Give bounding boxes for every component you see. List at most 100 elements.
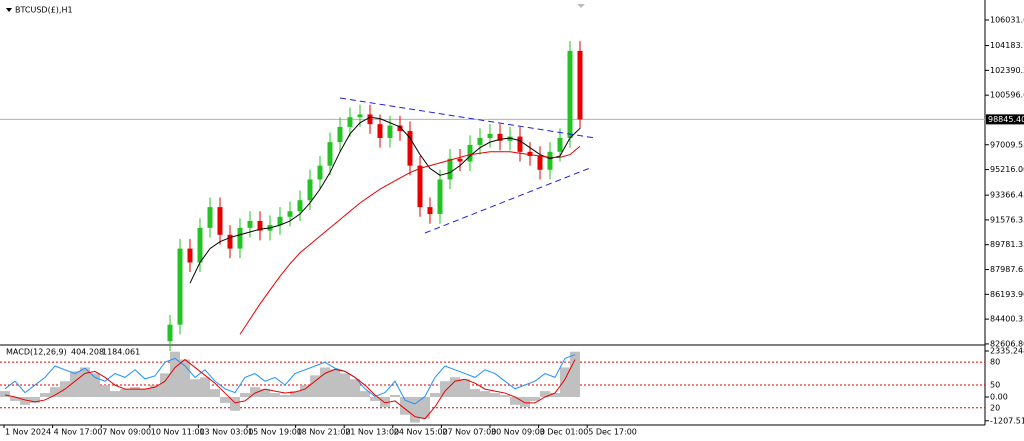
- x-tick-label: 3 Dec 01:00: [540, 428, 589, 437]
- signal-current: 1184.061: [102, 348, 140, 357]
- histogram-bar: [440, 381, 450, 397]
- candle-body: [257, 220, 263, 231]
- x-tick-label: 10 Nov 11:00: [151, 428, 205, 437]
- histogram-bar: [110, 391, 120, 397]
- candle-body: [327, 142, 333, 166]
- x-tick-label: 4 Nov 17:00: [54, 428, 103, 437]
- histogram-bar: [250, 387, 260, 397]
- signal-line: [4, 358, 576, 420]
- x-tick-label: 21 Nov 13:00: [345, 428, 399, 437]
- histogram-bar: [350, 379, 360, 397]
- histogram-bar: [100, 385, 110, 397]
- histogram-bar: [280, 395, 290, 397]
- candle-body: [577, 50, 583, 120]
- histogram-bar: [550, 393, 560, 397]
- oscillator-line: [4, 354, 576, 405]
- histogram-bar: [570, 351, 580, 397]
- indicator-label: MACD(12,26,9): [6, 348, 67, 357]
- histogram-bar: [300, 385, 310, 397]
- histogram-bar: [130, 387, 140, 397]
- candle-body: [317, 165, 323, 180]
- candle-body: [167, 324, 173, 342]
- x-tick-label: 15 Nov 19:00: [248, 428, 302, 437]
- candle-body: [457, 158, 463, 162]
- candle-body: [507, 136, 513, 141]
- y-tick-label: 91576.35: [990, 215, 1024, 224]
- histogram-bar: [20, 396, 30, 405]
- candle-body: [247, 220, 253, 228]
- y-tick-label: 82606.80: [990, 339, 1024, 348]
- histogram-bar: [170, 351, 180, 397]
- histogram-bar: [210, 389, 220, 397]
- histogram-bar: [560, 367, 570, 397]
- candle-body: [497, 133, 503, 141]
- histogram-bar: [220, 396, 230, 403]
- histogram-bar: [150, 385, 160, 397]
- x-tick-label: 13 Nov 03:00: [199, 428, 253, 437]
- candle-body: [557, 137, 563, 152]
- x-tick-label: 5 Dec 17:00: [588, 428, 637, 437]
- macd-tick-label: 2335.248: [990, 347, 1024, 356]
- candle-body: [487, 133, 493, 138]
- histogram-bar: [120, 389, 130, 397]
- histogram-bar: [510, 396, 520, 405]
- histogram-bar: [180, 359, 190, 397]
- scroll-marker: [577, 4, 585, 8]
- candle-body: [377, 124, 383, 138]
- moving-average: [189, 116, 581, 284]
- candle-body: [427, 207, 433, 215]
- histogram-bar: [400, 396, 410, 415]
- histogram-bar: [410, 396, 420, 423]
- moving-average: [239, 145, 581, 335]
- y-tick-label: 93366.45: [990, 191, 1024, 200]
- candle-body: [177, 248, 183, 325]
- histogram-bar: [230, 396, 240, 411]
- y-tick-label: 97009.55: [990, 140, 1024, 149]
- trendline: [339, 97, 596, 139]
- candle-body: [387, 125, 393, 138]
- x-tick-label: 18 Nov 21:00: [297, 428, 351, 437]
- candle-body: [517, 136, 523, 152]
- candle-body: [537, 155, 543, 170]
- y-tick-label: 102390.20: [990, 66, 1024, 75]
- menu-triangle[interactable]: [6, 8, 12, 12]
- x-tick-label: 7 Nov 09:00: [102, 428, 151, 437]
- histogram-bar: [470, 389, 480, 397]
- y-tick-label: 84400.35: [990, 315, 1024, 324]
- candle-body: [217, 207, 223, 235]
- candle-body: [397, 125, 403, 132]
- candle-body: [367, 114, 373, 125]
- candle-body: [437, 179, 443, 215]
- histogram-bar: [80, 367, 90, 397]
- histogram-bar: [480, 391, 490, 397]
- candle-body: [407, 131, 413, 166]
- histogram-bar: [430, 393, 440, 397]
- candle-body: [227, 234, 233, 249]
- histogram-bar: [200, 377, 210, 397]
- histogram-bar: [540, 391, 550, 397]
- candle-body: [197, 227, 203, 263]
- y-tick-label: 86193.90: [990, 290, 1024, 299]
- histogram-bar: [490, 393, 500, 397]
- candle-body: [527, 151, 533, 156]
- histogram-bar: [520, 396, 530, 407]
- candle-body: [477, 137, 483, 145]
- histogram-bar: [500, 395, 510, 397]
- candle-body: [277, 216, 283, 226]
- candle-body: [307, 179, 313, 201]
- level-label: 20: [990, 403, 1000, 412]
- histogram-bar: [460, 379, 470, 397]
- candle-body: [447, 158, 453, 180]
- histogram-bar: [30, 396, 40, 403]
- y-tick-label: 87987.65: [990, 265, 1024, 274]
- candle-body: [357, 114, 363, 118]
- level-label: 80: [990, 358, 1000, 367]
- y-tick-label: 89781.35: [990, 240, 1024, 249]
- candle-body: [297, 200, 303, 212]
- chart-title: BTCUSD(£),H1: [15, 6, 73, 15]
- candle-body: [547, 151, 553, 170]
- y-tick-label: 106031.65: [990, 16, 1024, 25]
- x-tick-label: 24 Nov 15:00: [394, 428, 448, 437]
